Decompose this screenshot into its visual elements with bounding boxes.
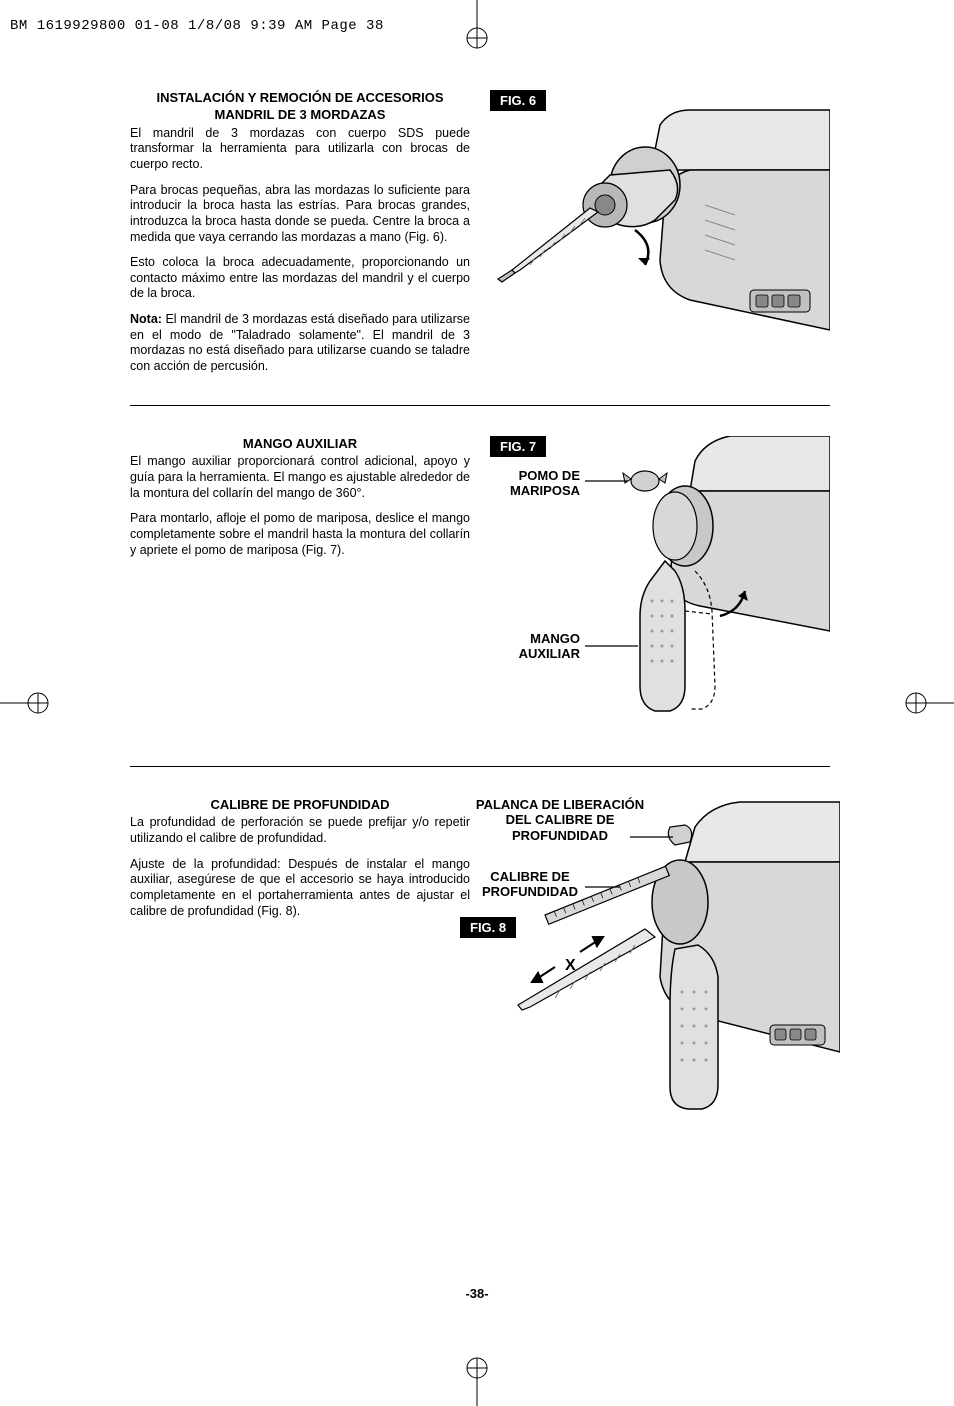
drill-chuck-illustration [490, 90, 830, 350]
nota-text: El mandril de 3 mordazas está diseñado p… [130, 312, 470, 373]
crop-mark-top-icon [457, 0, 497, 50]
section-1-title: INSTALACIÓN Y REMOCIÓN DE ACCESORIOS MAN… [130, 90, 470, 124]
header-line: BM 1619929800 01-08 1/8/08 9:39 AM Page … [10, 18, 384, 34]
x-label: X [565, 957, 576, 974]
figure-8-area: PALANCA DE LIBERACIÓN DEL CALIBRE DE PRO… [490, 797, 830, 1117]
aux-handle-illustration [490, 436, 830, 736]
section-2: MANGO AUXILIAR El mango auxiliar proporc… [130, 436, 830, 736]
crop-mark-left-icon [0, 683, 50, 723]
page-number: -38- [0, 1286, 954, 1301]
paragraph: Esto coloca la broca adecuadamente, prop… [130, 255, 470, 302]
paragraph: El mandril de 3 mordazas con cuerpo SDS … [130, 126, 470, 173]
paragraph: Ajuste de la profundidad: Después de ins… [130, 857, 470, 920]
title-line: MANDRIL DE 3 MORDAZAS [215, 107, 386, 122]
figure-7-area: FIG. 7 POMO DE MARIPOSA MANGO AUXILIAR [490, 436, 830, 736]
paragraph: Para montarlo, afloje el pomo de maripos… [130, 511, 470, 558]
section-1: INSTALACIÓN Y REMOCIÓN DE ACCESORIOS MAN… [130, 90, 830, 375]
paragraph: Para brocas pequeñas, abra las mordazas … [130, 183, 470, 246]
page-content: INSTALACIÓN Y REMOCIÓN DE ACCESORIOS MAN… [130, 90, 830, 1117]
title-line: INSTALACIÓN Y REMOCIÓN DE ACCESORIOS [157, 90, 444, 105]
section-1-text: INSTALACIÓN Y REMOCIÓN DE ACCESORIOS MAN… [130, 90, 470, 375]
paragraph: La profundidad de perforación se puede p… [130, 815, 470, 846]
depth-gauge-illustration: X [470, 797, 840, 1117]
paragraph: Nota: El mandril de 3 mordazas está dise… [130, 312, 470, 375]
nota-label: Nota: [130, 312, 162, 326]
section-2-title: MANGO AUXILIAR [130, 436, 470, 453]
section-3-text: CALIBRE DE PROFUNDIDAD La profundidad de… [130, 797, 470, 1117]
divider [130, 766, 830, 767]
section-3: CALIBRE DE PROFUNDIDAD La profundidad de… [130, 797, 830, 1117]
crop-mark-right-icon [904, 683, 954, 723]
divider [130, 405, 830, 406]
section-2-text: MANGO AUXILIAR El mango auxiliar proporc… [130, 436, 470, 736]
figure-6-area: FIG. 6 [490, 90, 830, 375]
paragraph: El mango auxiliar proporcionará control … [130, 454, 470, 501]
section-3-title: CALIBRE DE PROFUNDIDAD [130, 797, 470, 814]
crop-mark-bottom-icon [457, 1356, 497, 1406]
